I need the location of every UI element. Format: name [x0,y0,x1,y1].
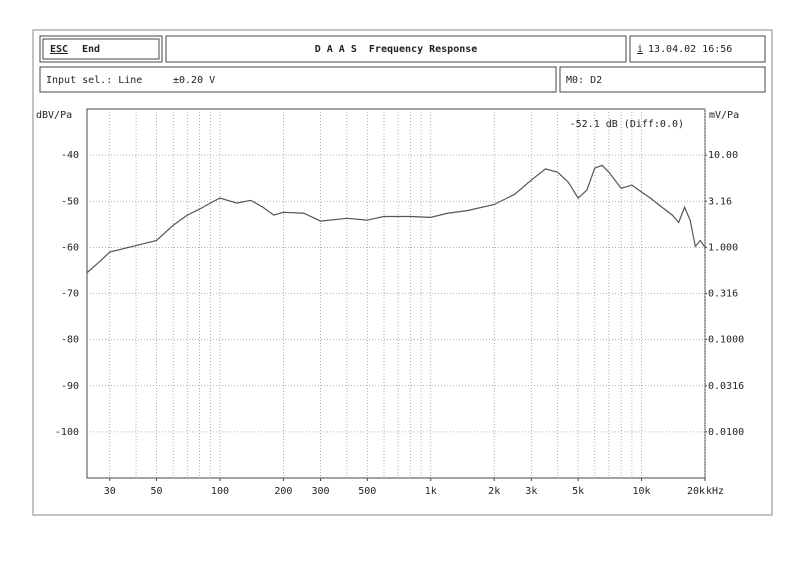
response-curve [86,164,706,274]
marker[interactable]: M0: D2 [566,75,602,86]
y2-tick-label: 1.000 [708,242,738,253]
x-unit: kHz [706,486,724,497]
y-tick-label: -100 [55,427,79,438]
esc-inner [42,38,160,60]
title-box [165,35,627,63]
x-tick-label: 20k [687,486,705,497]
y-tick-label: -50 [61,196,79,207]
y2-tick-label: 3.16 [708,196,732,207]
x-tick-label: 300 [312,486,330,497]
datetime: 13.04.02 16:56 [648,44,732,55]
input-selection: Input sel.: Line [46,75,142,86]
x-tick-label: 10k [633,486,651,497]
cursor-readout: -52.1 dB (Diff:0.0) [570,119,684,130]
window-frame [32,29,773,516]
y2-tick-label: 0.0100 [708,427,744,438]
y2-tick-label: 0.1000 [708,335,744,346]
esc-key[interactable]: ESC [50,44,68,55]
y-tick-label: -70 [61,289,79,300]
x-tick-label: 30 [104,486,116,497]
y-tick-label: -40 [61,150,79,161]
x-tick-label: 3k [525,486,537,497]
y2-axis-label: mV/Pa [709,110,739,121]
title: D A A S Frequency Response [315,44,478,55]
y2-tick-label: 0.0316 [708,381,744,392]
y-tick-label: -60 [61,242,79,253]
y2-tick-label: 0.316 [708,289,738,300]
x-tick-label: 500 [358,486,376,497]
x-tick-label: 200 [274,486,292,497]
esc-box[interactable] [39,35,163,63]
y2-tick-label: 10.00 [708,150,738,161]
info-key[interactable]: i [637,44,643,55]
esc-action[interactable]: End [82,44,100,55]
x-tick-label: 1k [425,486,437,497]
x-tick-label: 2k [488,486,500,497]
x-tick-label: 5k [572,486,584,497]
y-axis-label: dBV/Pa [36,110,72,121]
input-box [39,66,557,93]
y-tick-label: -80 [61,335,79,346]
x-tick-label: 100 [211,486,229,497]
marker-box [559,66,766,93]
y-tick-label: -90 [61,381,79,392]
input-range: ±0.20 V [173,75,215,86]
x-tick-label: 50 [150,486,162,497]
date-box [629,35,766,63]
